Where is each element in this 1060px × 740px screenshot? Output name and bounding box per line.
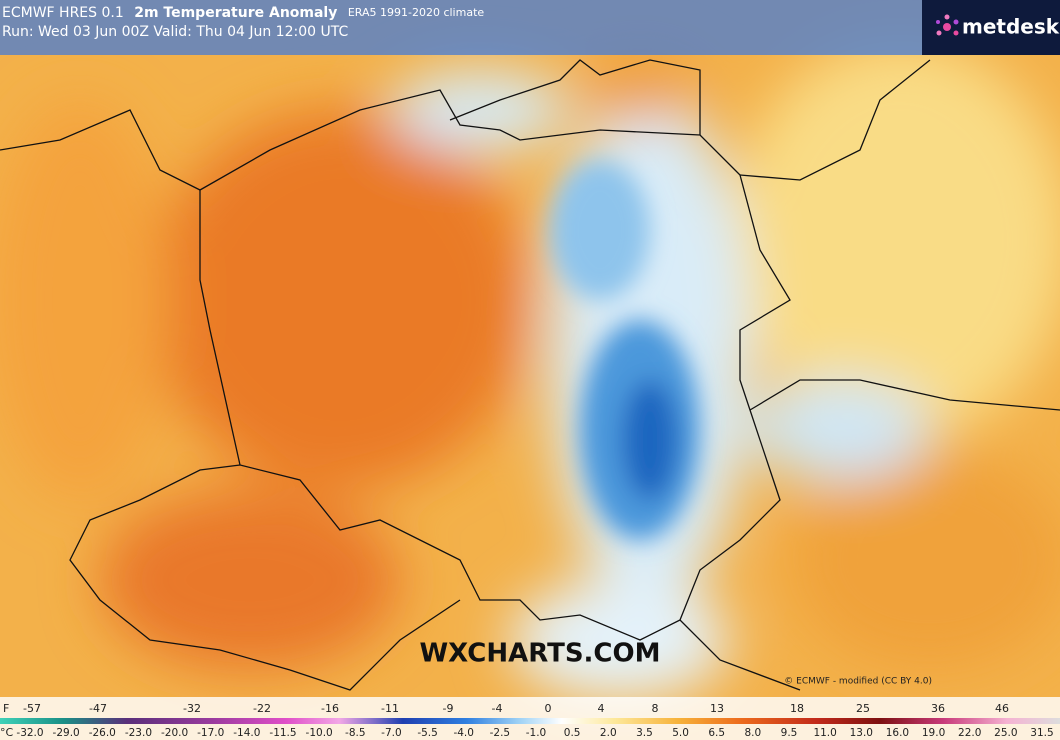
c-label: 11.0: [813, 727, 836, 739]
f-label: 25: [856, 702, 870, 715]
watermark: WXCHARTS.COM: [419, 639, 660, 669]
borders: [0, 59, 1060, 691]
f-label: -57: [23, 702, 41, 715]
c-label: -14.0: [233, 727, 260, 739]
f-label: -22: [253, 702, 271, 715]
model-name: ECMWF HRES 0.1: [2, 5, 124, 21]
c-label: -20.0: [161, 727, 188, 739]
c-label: -5.5: [417, 727, 438, 739]
c-label: 6.5: [708, 727, 725, 739]
c-label: -2.5: [490, 727, 511, 739]
map-title: 2m Temperature Anomaly: [134, 5, 337, 21]
run-info: Run: Wed 03 Jun 00Z Valid: Thu 04 Jun 12…: [2, 24, 348, 40]
c-label: 31.5: [1030, 727, 1053, 739]
f-label: 4: [598, 702, 605, 715]
c-label: -23.0: [125, 727, 152, 739]
c-label: -11.5: [269, 727, 296, 739]
c-label: -32.0: [16, 727, 43, 739]
c-label: 19.0: [922, 727, 945, 739]
c-label: -10.0: [306, 727, 333, 739]
c-label: -8.5: [345, 727, 366, 739]
f-label: 0: [545, 702, 552, 715]
logo-text: metdesk: [962, 15, 1060, 39]
logo-icon: [936, 14, 959, 36]
color-scale: [0, 718, 1060, 724]
c-label: 3.5: [636, 727, 653, 739]
f-label: -4: [492, 702, 503, 715]
c-label: 13.0: [850, 727, 873, 739]
c-label: 9.5: [781, 727, 798, 739]
f-label: -47: [89, 702, 107, 715]
f-label: -11: [381, 702, 399, 715]
header-line1: ECMWF HRES 0.1 2m Temperature Anomaly ER…: [2, 5, 484, 21]
c-label: -4.0: [453, 727, 474, 739]
f-unit: F: [3, 702, 9, 715]
c-label: -26.0: [89, 727, 116, 739]
c-label: 2.0: [600, 727, 617, 739]
c-label: -17.0: [197, 727, 224, 739]
f-label: 8: [652, 702, 659, 715]
c-label: 16.0: [886, 727, 909, 739]
c-label: -29.0: [53, 727, 80, 739]
f-label: -16: [321, 702, 339, 715]
cold-core: [550, 160, 700, 540]
c-label: -7.0: [381, 727, 402, 739]
climate-ref: ERA5 1991-2020 climate: [348, 6, 485, 19]
c-label: 25.0: [994, 727, 1017, 739]
credit: © ECMWF - modified (CC BY 4.0): [784, 677, 932, 687]
f-label: 13: [710, 702, 724, 715]
c-label: 8.0: [745, 727, 762, 739]
c-label: 5.0: [672, 727, 689, 739]
f-label: 36: [931, 702, 945, 715]
c-label: 0.5: [564, 727, 581, 739]
f-label: -32: [183, 702, 201, 715]
f-label: 46: [995, 702, 1009, 715]
c-label: 22.0: [958, 727, 981, 739]
c-unit: °C: [0, 726, 14, 739]
header-bar: [0, 0, 922, 55]
f-label: 18: [790, 702, 804, 715]
c-label: -1.0: [526, 727, 547, 739]
f-label: -9: [443, 702, 454, 715]
